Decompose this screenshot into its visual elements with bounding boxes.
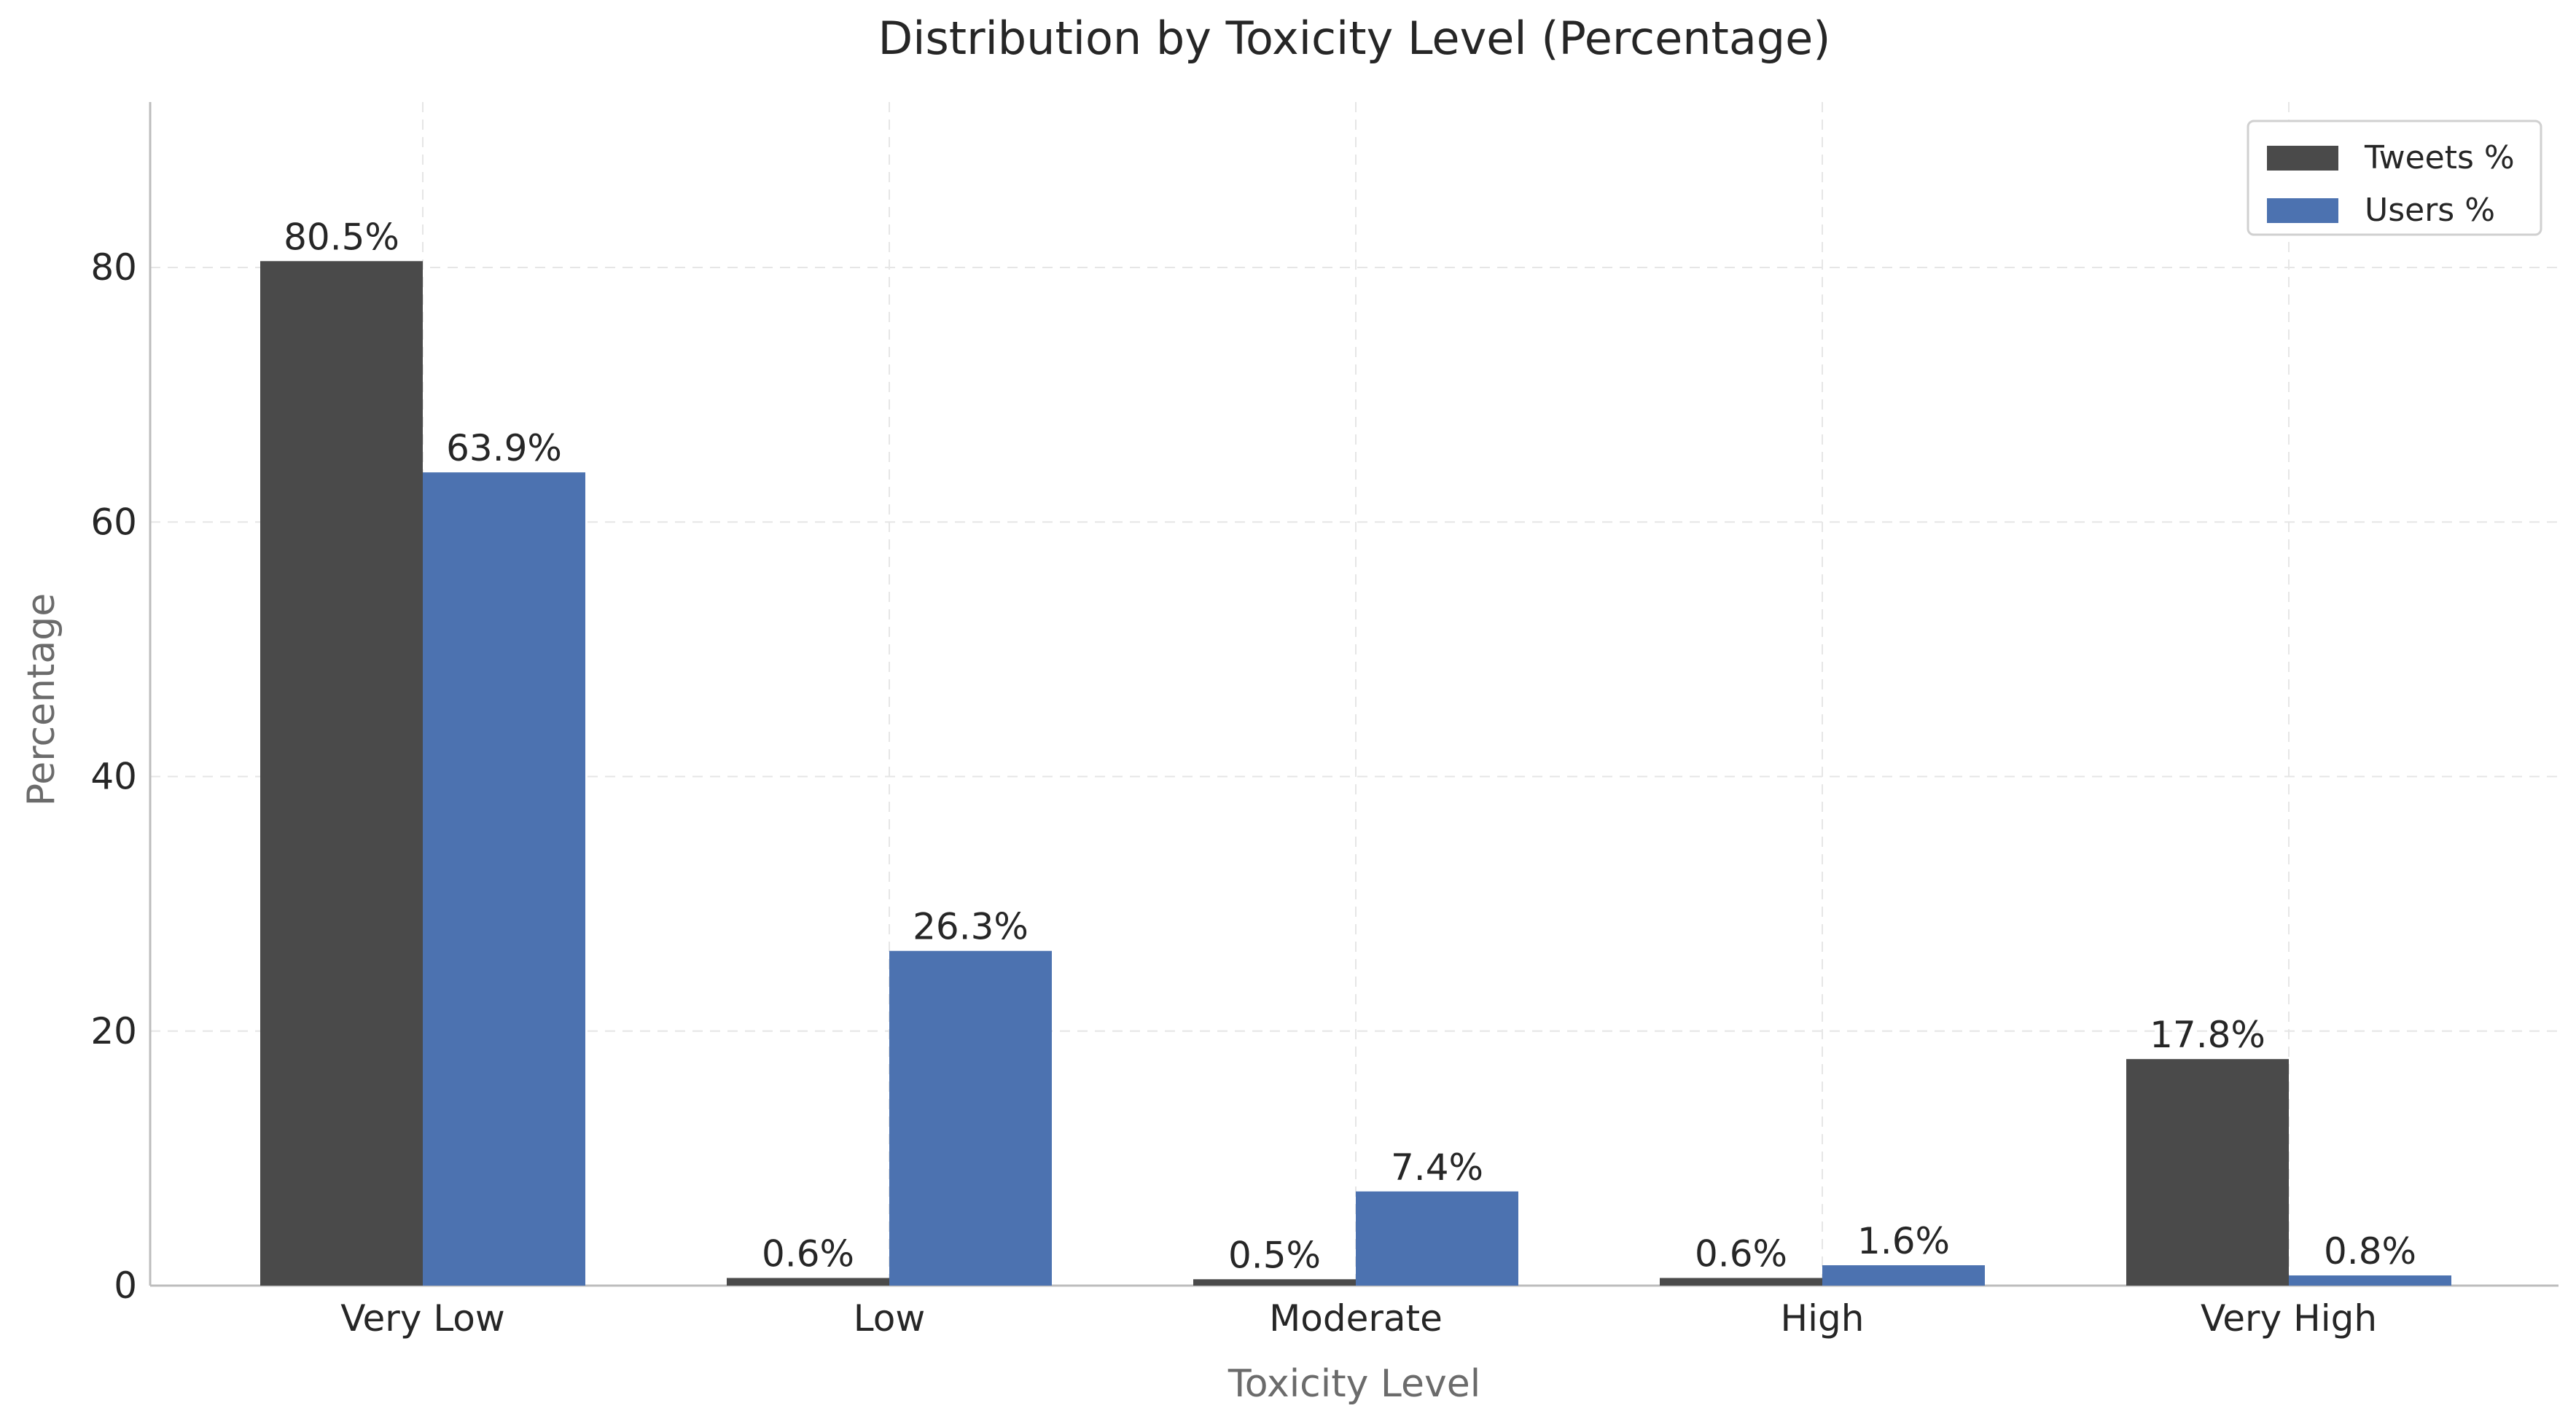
x-tick-label: Very High <box>2201 1297 2377 1340</box>
data-labels: 80.5% 0.6% 0.5% 0.6% 17.8% 63.9% 26.3% 7.4% 1.6%… <box>284 216 2416 1276</box>
y-tick-label: 60 <box>90 501 137 543</box>
bar-users-high <box>1822 1265 1985 1286</box>
x-tick-label: Very Low <box>340 1297 505 1340</box>
data-label: 80.5% <box>284 216 399 258</box>
data-label: 1.6% <box>1857 1220 1950 1262</box>
bar-users-very-low <box>423 472 585 1286</box>
y-tick-label: 0 <box>114 1264 137 1307</box>
bar-users-moderate <box>1356 1191 1518 1286</box>
x-tick-label: High <box>1781 1297 1865 1340</box>
legend-label: Tweets % <box>2364 139 2515 176</box>
x-tick-label: Low <box>854 1297 925 1340</box>
data-label: 17.8% <box>2150 1014 2265 1056</box>
x-tick-label: Moderate <box>1269 1297 1443 1340</box>
data-label: 0.5% <box>1228 1234 1321 1276</box>
bar-tweets-moderate <box>1193 1279 1356 1286</box>
data-label: 0.6% <box>1695 1233 1787 1275</box>
y-tick-label: 40 <box>90 756 137 798</box>
y-axis-title: Percentage <box>20 593 63 807</box>
x-axis-ticks: Very Low Low Moderate High Very High <box>340 1297 2377 1340</box>
y-tick-label: 80 <box>90 246 137 289</box>
data-label: 63.9% <box>446 427 562 469</box>
x-axis-title: Toxicity Level <box>1227 1362 1480 1406</box>
data-label: 26.3% <box>913 906 1029 948</box>
bar-tweets-very-low <box>260 261 423 1286</box>
legend-label: Users % <box>2365 192 2495 229</box>
bar-users-low <box>889 950 1052 1286</box>
chart-title: Distribution by Toxicity Level (Percenta… <box>878 12 1831 65</box>
data-label: 0.8% <box>2324 1230 2416 1272</box>
y-tick-label: 20 <box>90 1010 137 1052</box>
bars <box>260 261 2451 1286</box>
bar-users-very-high <box>2289 1275 2451 1286</box>
bar-tweets-high <box>1660 1278 1822 1286</box>
legend-swatch <box>2267 198 2338 223</box>
data-label: 7.4% <box>1391 1146 1483 1189</box>
bar-tweets-very-high <box>2126 1059 2289 1286</box>
y-axis-ticks: 0 20 40 60 80 <box>90 246 137 1307</box>
data-label: 0.6% <box>762 1233 854 1275</box>
legend-swatch <box>2267 146 2338 171</box>
bar-tweets-low <box>727 1278 889 1286</box>
legend: Tweets % Users % <box>2247 120 2542 236</box>
